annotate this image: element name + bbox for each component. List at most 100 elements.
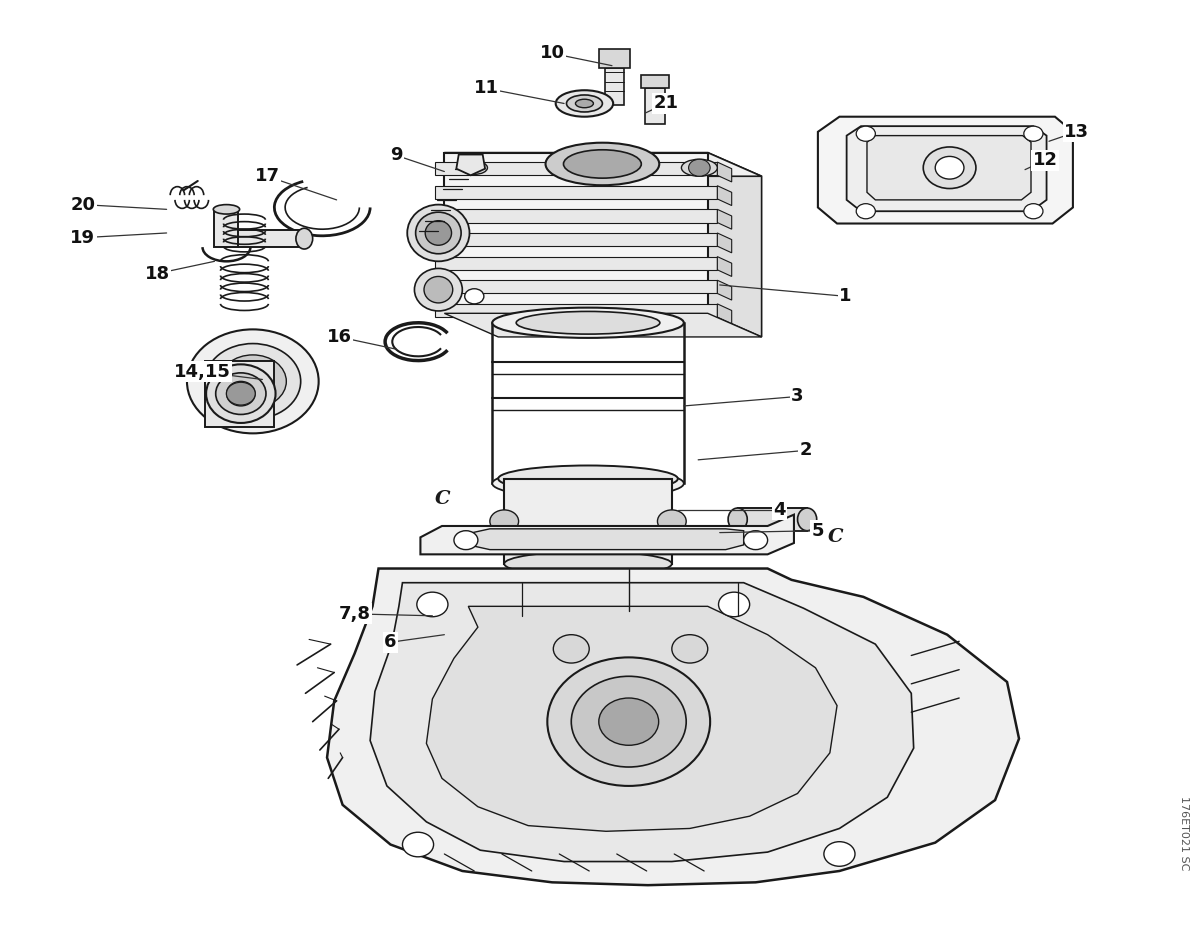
Text: 10: 10: [540, 45, 565, 63]
Polygon shape: [646, 88, 665, 124]
Polygon shape: [434, 233, 718, 246]
Polygon shape: [456, 155, 485, 175]
Ellipse shape: [499, 604, 516, 632]
Polygon shape: [205, 360, 275, 427]
Text: 1: 1: [839, 287, 852, 305]
Circle shape: [719, 592, 750, 617]
Ellipse shape: [454, 604, 470, 632]
Ellipse shape: [728, 508, 748, 531]
Polygon shape: [328, 569, 1019, 885]
Text: 21: 21: [653, 95, 678, 113]
Circle shape: [689, 159, 710, 176]
Circle shape: [571, 676, 686, 767]
Ellipse shape: [461, 161, 487, 174]
Circle shape: [1024, 126, 1043, 141]
Text: 13: 13: [1064, 123, 1088, 141]
Text: 3: 3: [791, 388, 804, 406]
Ellipse shape: [407, 205, 469, 262]
Circle shape: [857, 204, 875, 219]
Text: 18: 18: [144, 264, 169, 283]
Polygon shape: [434, 210, 718, 223]
Text: 6: 6: [384, 633, 397, 651]
Ellipse shape: [424, 277, 452, 303]
Ellipse shape: [498, 465, 678, 492]
Ellipse shape: [492, 308, 684, 337]
Circle shape: [547, 657, 710, 786]
Text: 11: 11: [474, 80, 499, 98]
Circle shape: [205, 343, 301, 419]
Circle shape: [658, 510, 686, 533]
Polygon shape: [866, 136, 1031, 200]
Text: 14,15: 14,15: [174, 363, 230, 381]
Circle shape: [553, 635, 589, 663]
Ellipse shape: [415, 212, 461, 254]
Polygon shape: [708, 153, 762, 337]
Polygon shape: [420, 515, 794, 555]
Ellipse shape: [414, 268, 462, 311]
Ellipse shape: [556, 90, 613, 117]
Ellipse shape: [566, 95, 602, 112]
Text: C: C: [828, 528, 842, 546]
Text: 16: 16: [326, 328, 352, 346]
Circle shape: [464, 289, 484, 304]
Polygon shape: [434, 281, 718, 294]
Polygon shape: [718, 281, 732, 301]
Circle shape: [824, 842, 856, 866]
Text: 19: 19: [71, 228, 95, 246]
Polygon shape: [434, 304, 718, 317]
Polygon shape: [818, 117, 1073, 224]
Circle shape: [935, 156, 964, 179]
Polygon shape: [641, 75, 670, 88]
Polygon shape: [462, 604, 508, 632]
Polygon shape: [718, 210, 732, 229]
Circle shape: [599, 698, 659, 745]
Polygon shape: [468, 529, 744, 550]
Ellipse shape: [682, 159, 718, 176]
Polygon shape: [718, 257, 732, 277]
Text: 2: 2: [799, 442, 812, 460]
Polygon shape: [227, 230, 305, 247]
Polygon shape: [434, 186, 718, 199]
Ellipse shape: [216, 373, 266, 414]
Ellipse shape: [564, 150, 641, 178]
Polygon shape: [718, 186, 732, 206]
Polygon shape: [444, 153, 762, 176]
Polygon shape: [718, 162, 732, 182]
Ellipse shape: [516, 312, 660, 334]
Polygon shape: [738, 508, 808, 531]
Polygon shape: [504, 479, 672, 564]
Polygon shape: [426, 607, 838, 831]
Text: 5: 5: [811, 521, 824, 539]
Circle shape: [416, 592, 448, 617]
Ellipse shape: [206, 364, 276, 423]
Polygon shape: [434, 162, 718, 175]
Circle shape: [923, 147, 976, 189]
Polygon shape: [718, 304, 732, 323]
Text: 20: 20: [71, 195, 95, 213]
Text: 176ET021 SC: 176ET021 SC: [1180, 796, 1189, 870]
Ellipse shape: [798, 508, 817, 531]
Text: 4: 4: [773, 501, 786, 519]
Ellipse shape: [576, 100, 594, 108]
Polygon shape: [444, 313, 762, 337]
Ellipse shape: [425, 221, 451, 246]
Text: 7,8: 7,8: [338, 605, 371, 623]
Text: 9: 9: [390, 146, 403, 164]
Polygon shape: [718, 233, 732, 253]
Circle shape: [1024, 204, 1043, 219]
Circle shape: [857, 126, 875, 141]
Circle shape: [402, 832, 433, 857]
Circle shape: [187, 329, 319, 433]
Ellipse shape: [214, 205, 240, 214]
Polygon shape: [599, 48, 630, 67]
Ellipse shape: [492, 468, 684, 499]
Text: 17: 17: [254, 167, 280, 185]
Text: C: C: [434, 490, 450, 508]
Polygon shape: [434, 257, 718, 270]
Polygon shape: [215, 210, 239, 247]
Polygon shape: [605, 67, 624, 105]
Circle shape: [490, 510, 518, 533]
Circle shape: [220, 355, 287, 408]
Circle shape: [744, 531, 768, 550]
Circle shape: [227, 382, 256, 405]
